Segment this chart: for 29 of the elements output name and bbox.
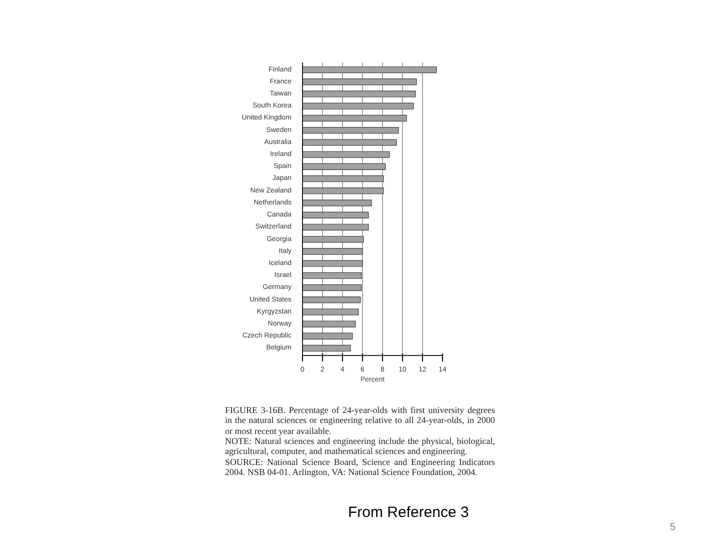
bar (302, 320, 356, 328)
bar (302, 66, 437, 74)
bar (302, 114, 407, 122)
bar (302, 200, 372, 206)
bar (302, 90, 416, 98)
bar (302, 272, 362, 279)
text: 5 (670, 520, 676, 535)
bar (302, 296, 361, 304)
text: From Reference 3 (348, 503, 469, 524)
text: NOTE: Natural sciences and engineering include the physical, biological, agricultural, computer, and mathematical sciences and engineering. (225, 436, 495, 456)
source-note: SOURCE: National Science Board, Science and Engineering Indicators 2004. NSB 04-01. Arlington, VA: National Science Foundation, 2004. (225, 456, 495, 478)
bar (302, 126, 399, 134)
bar (302, 248, 363, 255)
bar (302, 344, 351, 352)
bar (302, 332, 353, 340)
bar (302, 188, 384, 194)
caption: FIGURE 3-16B. Percentage of 24-year-olds with first university degrees in the natural sciences or engineering relative to all 24-year-olds, in 2000 or most recent year available. (225, 405, 495, 436)
bar (302, 151, 390, 158)
bar (302, 260, 363, 267)
bar (302, 163, 386, 170)
bar (302, 284, 362, 292)
bar (302, 102, 414, 110)
bar (302, 236, 364, 243)
bar (302, 308, 359, 316)
bar (302, 175, 384, 182)
bar (302, 212, 369, 218)
bar (302, 224, 369, 230)
bar (302, 139, 397, 146)
bar (302, 78, 417, 86)
